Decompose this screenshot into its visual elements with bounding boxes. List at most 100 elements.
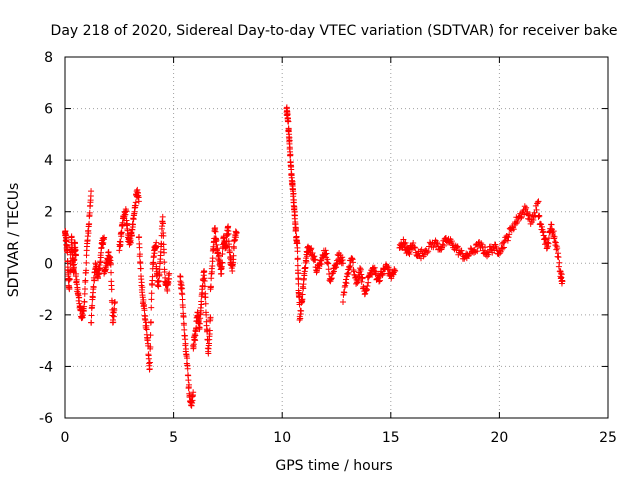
data-point — [230, 252, 237, 259]
data-point — [550, 228, 557, 235]
data-point — [159, 220, 166, 227]
data-point — [137, 260, 144, 267]
data-point — [88, 188, 95, 195]
data-point — [454, 244, 461, 251]
data-point — [359, 275, 366, 282]
data-point — [148, 290, 155, 297]
data-point — [474, 248, 481, 255]
data-point — [458, 247, 465, 254]
data-point — [108, 286, 115, 293]
data-point — [530, 217, 537, 224]
data-point — [340, 260, 347, 267]
data-point — [212, 228, 219, 235]
data-point — [110, 313, 117, 320]
data-point — [179, 296, 186, 303]
data-point — [86, 220, 93, 227]
data-point — [72, 252, 79, 259]
data-point — [230, 245, 237, 252]
data-point — [132, 199, 139, 206]
data-point — [136, 251, 143, 258]
data-point — [138, 279, 145, 286]
data-point — [101, 234, 108, 241]
data-point — [498, 245, 505, 252]
data-point — [521, 211, 528, 218]
y-tick-label: -4 — [39, 359, 53, 375]
data-point — [153, 239, 160, 246]
data-point — [206, 327, 213, 334]
data-point — [220, 233, 227, 240]
data-point — [111, 298, 118, 305]
data-point — [184, 355, 191, 362]
x-tick-label: 15 — [382, 430, 400, 446]
data-point — [135, 198, 142, 205]
data-point — [323, 250, 330, 257]
data-point — [322, 247, 329, 254]
data-point — [325, 260, 332, 267]
data-point — [506, 231, 513, 238]
data-point — [318, 261, 325, 268]
data-point — [202, 300, 209, 307]
data-point — [209, 255, 216, 262]
data-point — [364, 283, 371, 290]
data-point — [294, 255, 301, 262]
x-axis-label: GPS time / hours — [275, 458, 392, 474]
data-point — [68, 236, 75, 243]
data-point — [402, 239, 409, 246]
data-point — [96, 265, 103, 272]
data-point — [285, 118, 292, 125]
data-point — [340, 298, 347, 305]
data-point — [185, 377, 192, 384]
x-tick-label: 10 — [273, 430, 291, 446]
data-point — [73, 270, 80, 277]
data-point — [524, 208, 531, 215]
data-point — [533, 206, 540, 213]
data-point — [219, 259, 226, 266]
data-point — [385, 264, 392, 271]
data-point — [358, 271, 365, 278]
y-tick-label: -6 — [39, 411, 53, 427]
x-tick-label: 25 — [599, 430, 617, 446]
data-point — [85, 230, 92, 237]
data-point — [523, 204, 530, 211]
data-point — [111, 307, 118, 314]
data-point — [555, 254, 562, 261]
data-point — [545, 240, 552, 247]
data-point — [147, 344, 154, 351]
data-point — [90, 284, 97, 291]
data-point — [196, 320, 203, 327]
data-point — [292, 227, 299, 234]
data-point — [558, 271, 565, 278]
data-point — [379, 270, 386, 277]
data-point — [225, 230, 232, 237]
data-point — [141, 307, 148, 314]
data-point — [181, 326, 188, 333]
data-point — [290, 197, 297, 204]
data-point — [345, 269, 352, 276]
data-point — [518, 213, 525, 220]
data-point — [65, 275, 72, 282]
data-point — [140, 296, 147, 303]
data-point — [201, 277, 208, 284]
data-point — [105, 249, 112, 256]
data-point — [143, 326, 150, 333]
data-point — [392, 268, 399, 275]
data-point — [441, 242, 448, 249]
data-point — [182, 346, 189, 353]
data-point — [470, 249, 477, 256]
data-point — [86, 209, 93, 216]
data-point — [190, 389, 197, 396]
data-point — [499, 240, 506, 247]
data-point — [510, 224, 517, 231]
data-point — [136, 234, 143, 241]
data-point — [150, 260, 157, 267]
data-point — [369, 271, 376, 278]
data-point — [355, 277, 362, 284]
x-tick-label: 0 — [61, 430, 70, 446]
data-point — [517, 215, 524, 222]
data-point — [534, 199, 541, 206]
data-point — [341, 289, 348, 296]
data-point — [535, 198, 542, 205]
data-point — [454, 243, 461, 250]
data-point — [425, 248, 432, 255]
data-point — [559, 278, 566, 285]
